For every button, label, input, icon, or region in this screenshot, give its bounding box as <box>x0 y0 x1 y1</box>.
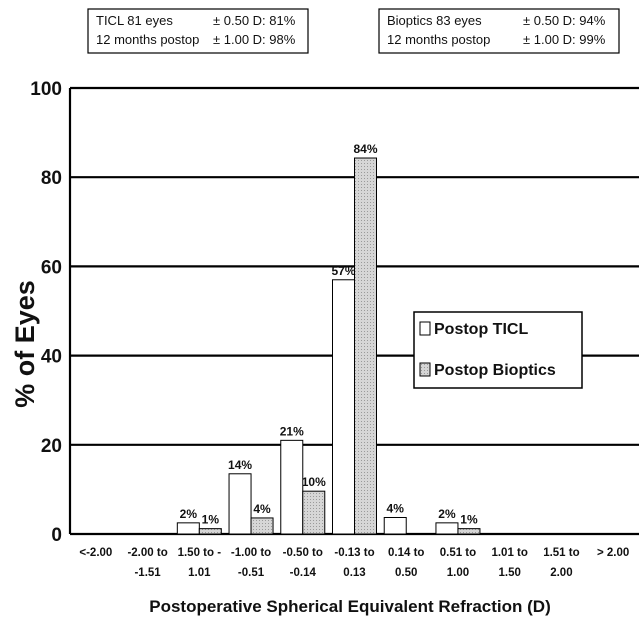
data-label-bioptics-3: 4% <box>253 502 271 516</box>
legend-swatch-bioptics <box>419 362 431 377</box>
ticl-info-line1-left: TICL 81 eyes <box>96 13 173 28</box>
y-tick-label-100: 100 <box>30 79 62 100</box>
legend: Postop TICL Postop Bioptics <box>413 311 583 389</box>
y-axis-title: % of Eyes <box>10 280 40 408</box>
bioptics-info-box: Bioptics 83 eyes ± 0.50 D: 94% 12 months… <box>378 8 620 54</box>
bioptics-info-line1-right: ± 0.50 D: 94% <box>523 13 606 28</box>
data-label-ticl-6: 4% <box>387 501 405 515</box>
x-tick-label-2-line2: 1.01 <box>188 567 211 579</box>
x-tick-label-8-line1: 1.01 to <box>491 547 527 559</box>
data-label-ticl-4: 21% <box>280 424 304 438</box>
x-tick-label-1-line1: -2.00 to <box>127 547 167 559</box>
ticl-info-line1-right: ± 0.50 D: 81% <box>213 13 296 28</box>
legend-label-bioptics: Postop Bioptics <box>434 362 556 379</box>
data-label-ticl-5: 57% <box>331 264 355 278</box>
data-label-ticl-2: 2% <box>180 507 198 521</box>
y-tick-label-80: 80 <box>41 168 62 189</box>
x-tick-label-5-line1: -0.13 to <box>334 547 374 559</box>
bar-ticl-3 <box>228 473 252 535</box>
ticl-info-line2-right: ± 1.00 D: 98% <box>213 32 296 47</box>
data-label-bioptics-7: 1% <box>460 513 478 527</box>
bar-ticl-2 <box>176 522 200 535</box>
bioptics-info-line1-left: Bioptics 83 eyes <box>387 13 482 28</box>
x-axis-title: Postoperative Spherical Equivalent Refra… <box>149 597 550 616</box>
bar-ticl-4 <box>280 439 304 535</box>
bar-ticl-7 <box>435 522 459 535</box>
x-tick-label-7-line2: 1.00 <box>447 567 469 579</box>
y-tick-label-60: 60 <box>41 257 62 278</box>
x-tick-label-1-line2: -1.51 <box>134 567 161 579</box>
bioptics-info-line2-right: ± 1.00 D: 99% <box>523 32 606 47</box>
data-label-ticl-3: 14% <box>228 458 252 472</box>
bar-ticl-5 <box>332 279 355 535</box>
x-tick-label-7-line1: 0.51 to <box>440 547 476 559</box>
bar-bioptics-4 <box>302 490 326 535</box>
ticl-info-box-frame <box>87 8 309 54</box>
data-label-bioptics-2: 1% <box>202 513 220 527</box>
y-tick-label-20: 20 <box>41 436 62 457</box>
x-tick-label-2-line1: 1.50 to - <box>178 547 222 559</box>
x-tick-label-4-line1: -0.50 to <box>283 547 323 559</box>
bioptics-info-box-frame <box>378 8 620 54</box>
y-tick-label-0: 0 <box>51 525 62 546</box>
bar-bioptics-5 <box>354 157 377 535</box>
ticl-info-line2-left: 12 months postop <box>96 32 199 47</box>
x-tick-label-9-line1: 1.51 to <box>543 547 579 559</box>
bar-bioptics-2 <box>198 528 222 535</box>
legend-swatch-ticl <box>419 321 431 336</box>
data-label-ticl-7: 2% <box>438 507 456 521</box>
data-label-bioptics-5: 84% <box>353 142 377 156</box>
y-tick-label-40: 40 <box>41 347 62 368</box>
legend-frame <box>413 311 583 389</box>
x-tick-label-0-line1: <-2.00 <box>79 547 112 559</box>
bioptics-info-line2-left: 12 months postop <box>387 32 490 47</box>
data-label-bioptics-4: 10% <box>302 475 326 489</box>
x-tick-label-10-line1: > 2.00 <box>597 547 629 559</box>
bar-bioptics-7 <box>457 528 481 535</box>
x-tick-label-6-line1: 0.14 to <box>388 547 424 559</box>
x-tick-label-6-line2: 0.50 <box>395 567 417 579</box>
bar-bioptics-3 <box>250 517 274 535</box>
x-tick-label-5-line2: 0.13 <box>343 567 365 579</box>
legend-label-ticl: Postop TICL <box>434 321 528 338</box>
x-tick-label-3-line1: -1.00 to <box>231 547 271 559</box>
x-tick-label-4-line2: -0.14 <box>290 567 317 579</box>
bar-ticl-6 <box>383 516 407 535</box>
ticl-info-box: TICL 81 eyes ± 0.50 D: 81% 12 months pos… <box>87 8 309 54</box>
x-tick-label-9-line2: 2.00 <box>550 567 572 579</box>
x-tick-label-8-line2: 1.50 <box>498 567 520 579</box>
x-tick-label-3-line2: -0.51 <box>238 567 265 579</box>
